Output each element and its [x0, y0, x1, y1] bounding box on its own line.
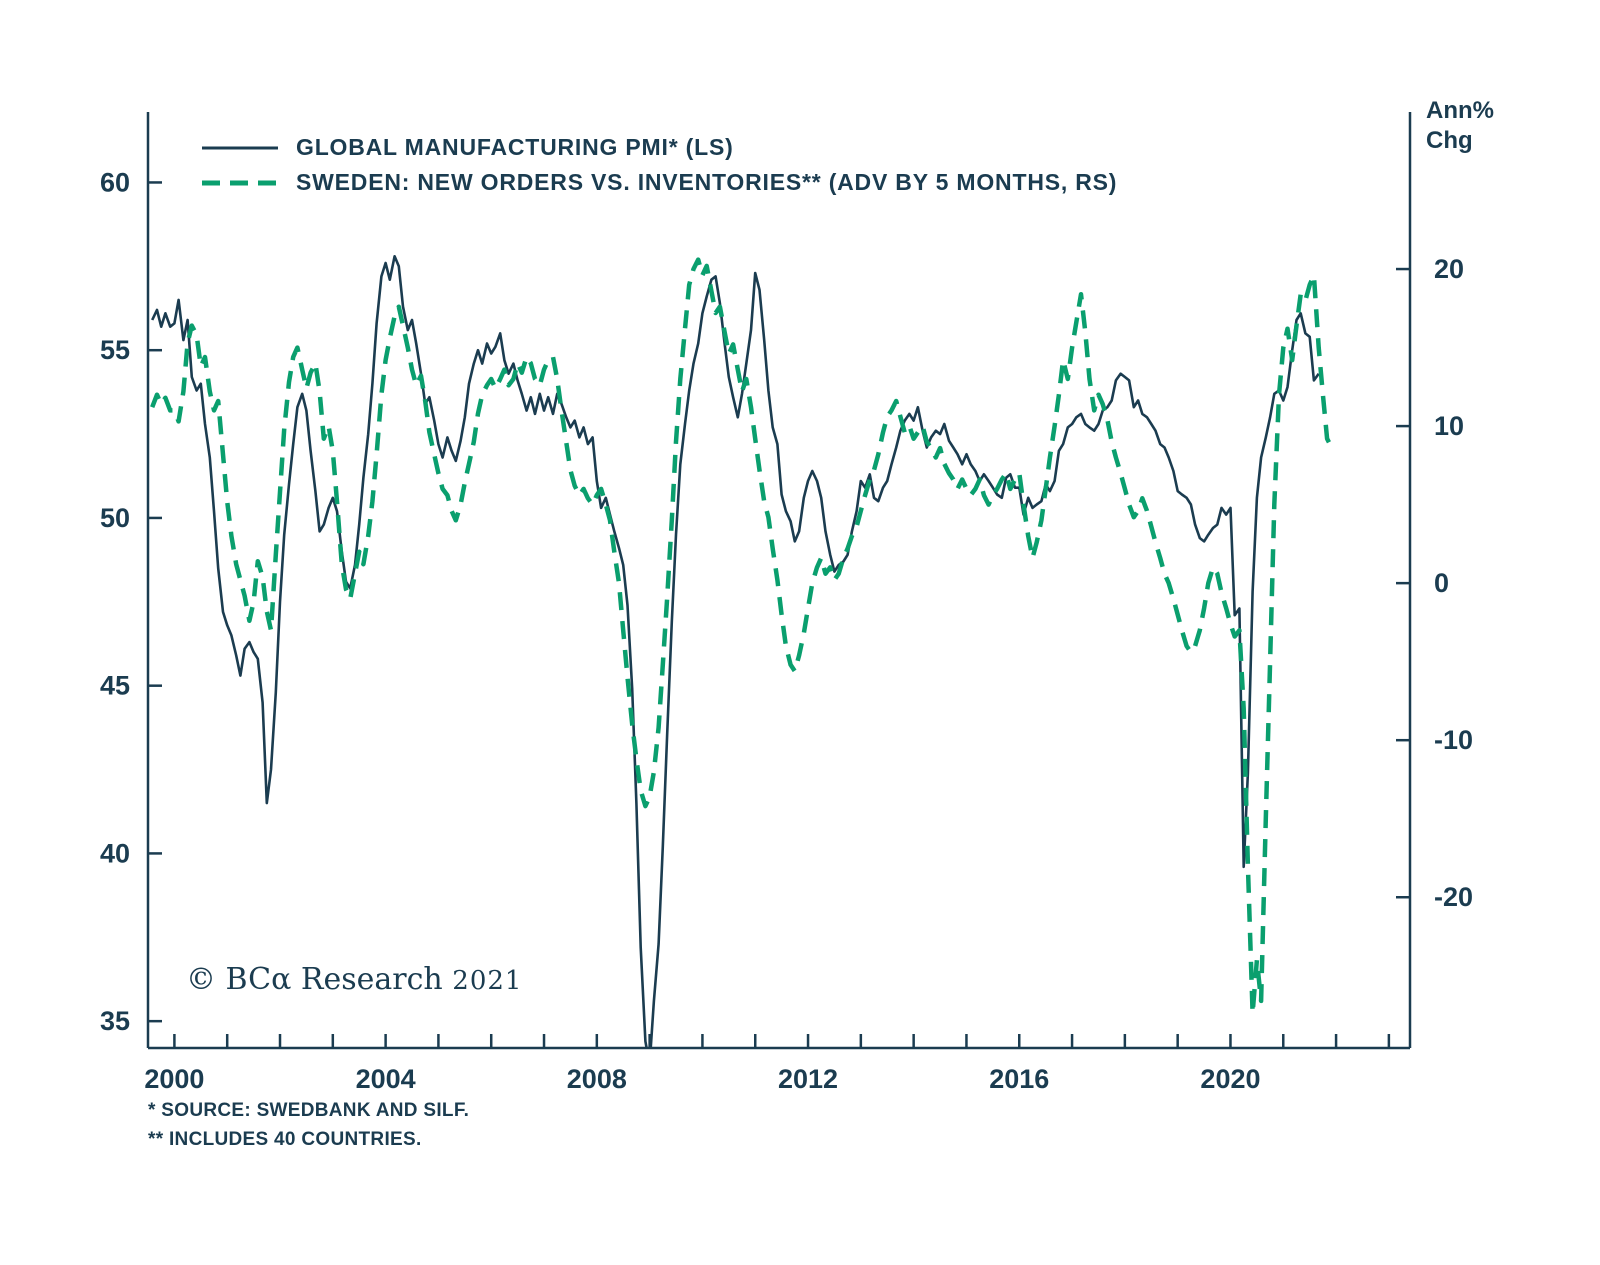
- right-axis-title-line2: Chg: [1426, 127, 1473, 154]
- left-axis-label: 55: [100, 335, 130, 365]
- x-axis-label: 2008: [567, 1064, 627, 1094]
- right-axis-label: -10: [1434, 725, 1473, 755]
- copyright-brand: BCα Research: [225, 962, 443, 997]
- legend-label-sweden: SWEDEN: NEW ORDERS VS. INVENTORIES** (AD…: [296, 169, 1118, 195]
- legend-item-sweden: SWEDEN: NEW ORDERS VS. INVENTORIES** (AD…: [200, 169, 1117, 196]
- right-axis-label: 0: [1434, 568, 1449, 598]
- pmi-series-line: [151, 255, 1320, 1048]
- copyright: © BCα Research 2021: [186, 962, 522, 997]
- x-axis-label: 2012: [778, 1064, 838, 1094]
- footnote-source: * SOURCE: SWEDBANK AND SILF.: [148, 1100, 470, 1121]
- left-axis-label: 45: [100, 671, 130, 701]
- left-axis-label: 35: [100, 1006, 130, 1036]
- left-axis-label: 60: [100, 167, 130, 197]
- legend-label-pmi: GLOBAL MANUFACTURING PMI* (LS): [296, 134, 734, 160]
- copyright-year: 2021: [452, 966, 523, 996]
- right-axis-title: Ann% Chg: [1426, 96, 1494, 156]
- footnotes: * SOURCE: SWEDBANK AND SILF. ** INCLUDES…: [148, 1096, 469, 1155]
- x-axis-label: 2004: [356, 1064, 416, 1094]
- right-axis-title-line1: Ann%: [1426, 97, 1494, 124]
- pmi-line-swatch: [202, 146, 278, 149]
- x-axis-label: 2016: [989, 1064, 1049, 1094]
- right-axis-label: 10: [1434, 411, 1464, 441]
- right-axis-label: 20: [1434, 254, 1464, 284]
- right-axis-label: -20: [1434, 882, 1473, 912]
- x-axis-label: 2020: [1200, 1064, 1260, 1094]
- left-axis-label: 40: [100, 838, 130, 868]
- legend-item-pmi: GLOBAL MANUFACTURING PMI* (LS): [200, 134, 1117, 161]
- left-axis-label: 50: [100, 503, 130, 533]
- chart-legend: GLOBAL MANUFACTURING PMI* (LS) SWEDEN: N…: [200, 134, 1117, 196]
- sweden-line-swatch: [202, 180, 278, 185]
- copyright-symbol: ©: [186, 962, 216, 997]
- sweden-series-line: [150, 257, 1334, 1016]
- footnote-countries: ** INCLUDES 40 COUNTRIES.: [148, 1129, 422, 1151]
- x-axis-label: 2000: [144, 1064, 204, 1094]
